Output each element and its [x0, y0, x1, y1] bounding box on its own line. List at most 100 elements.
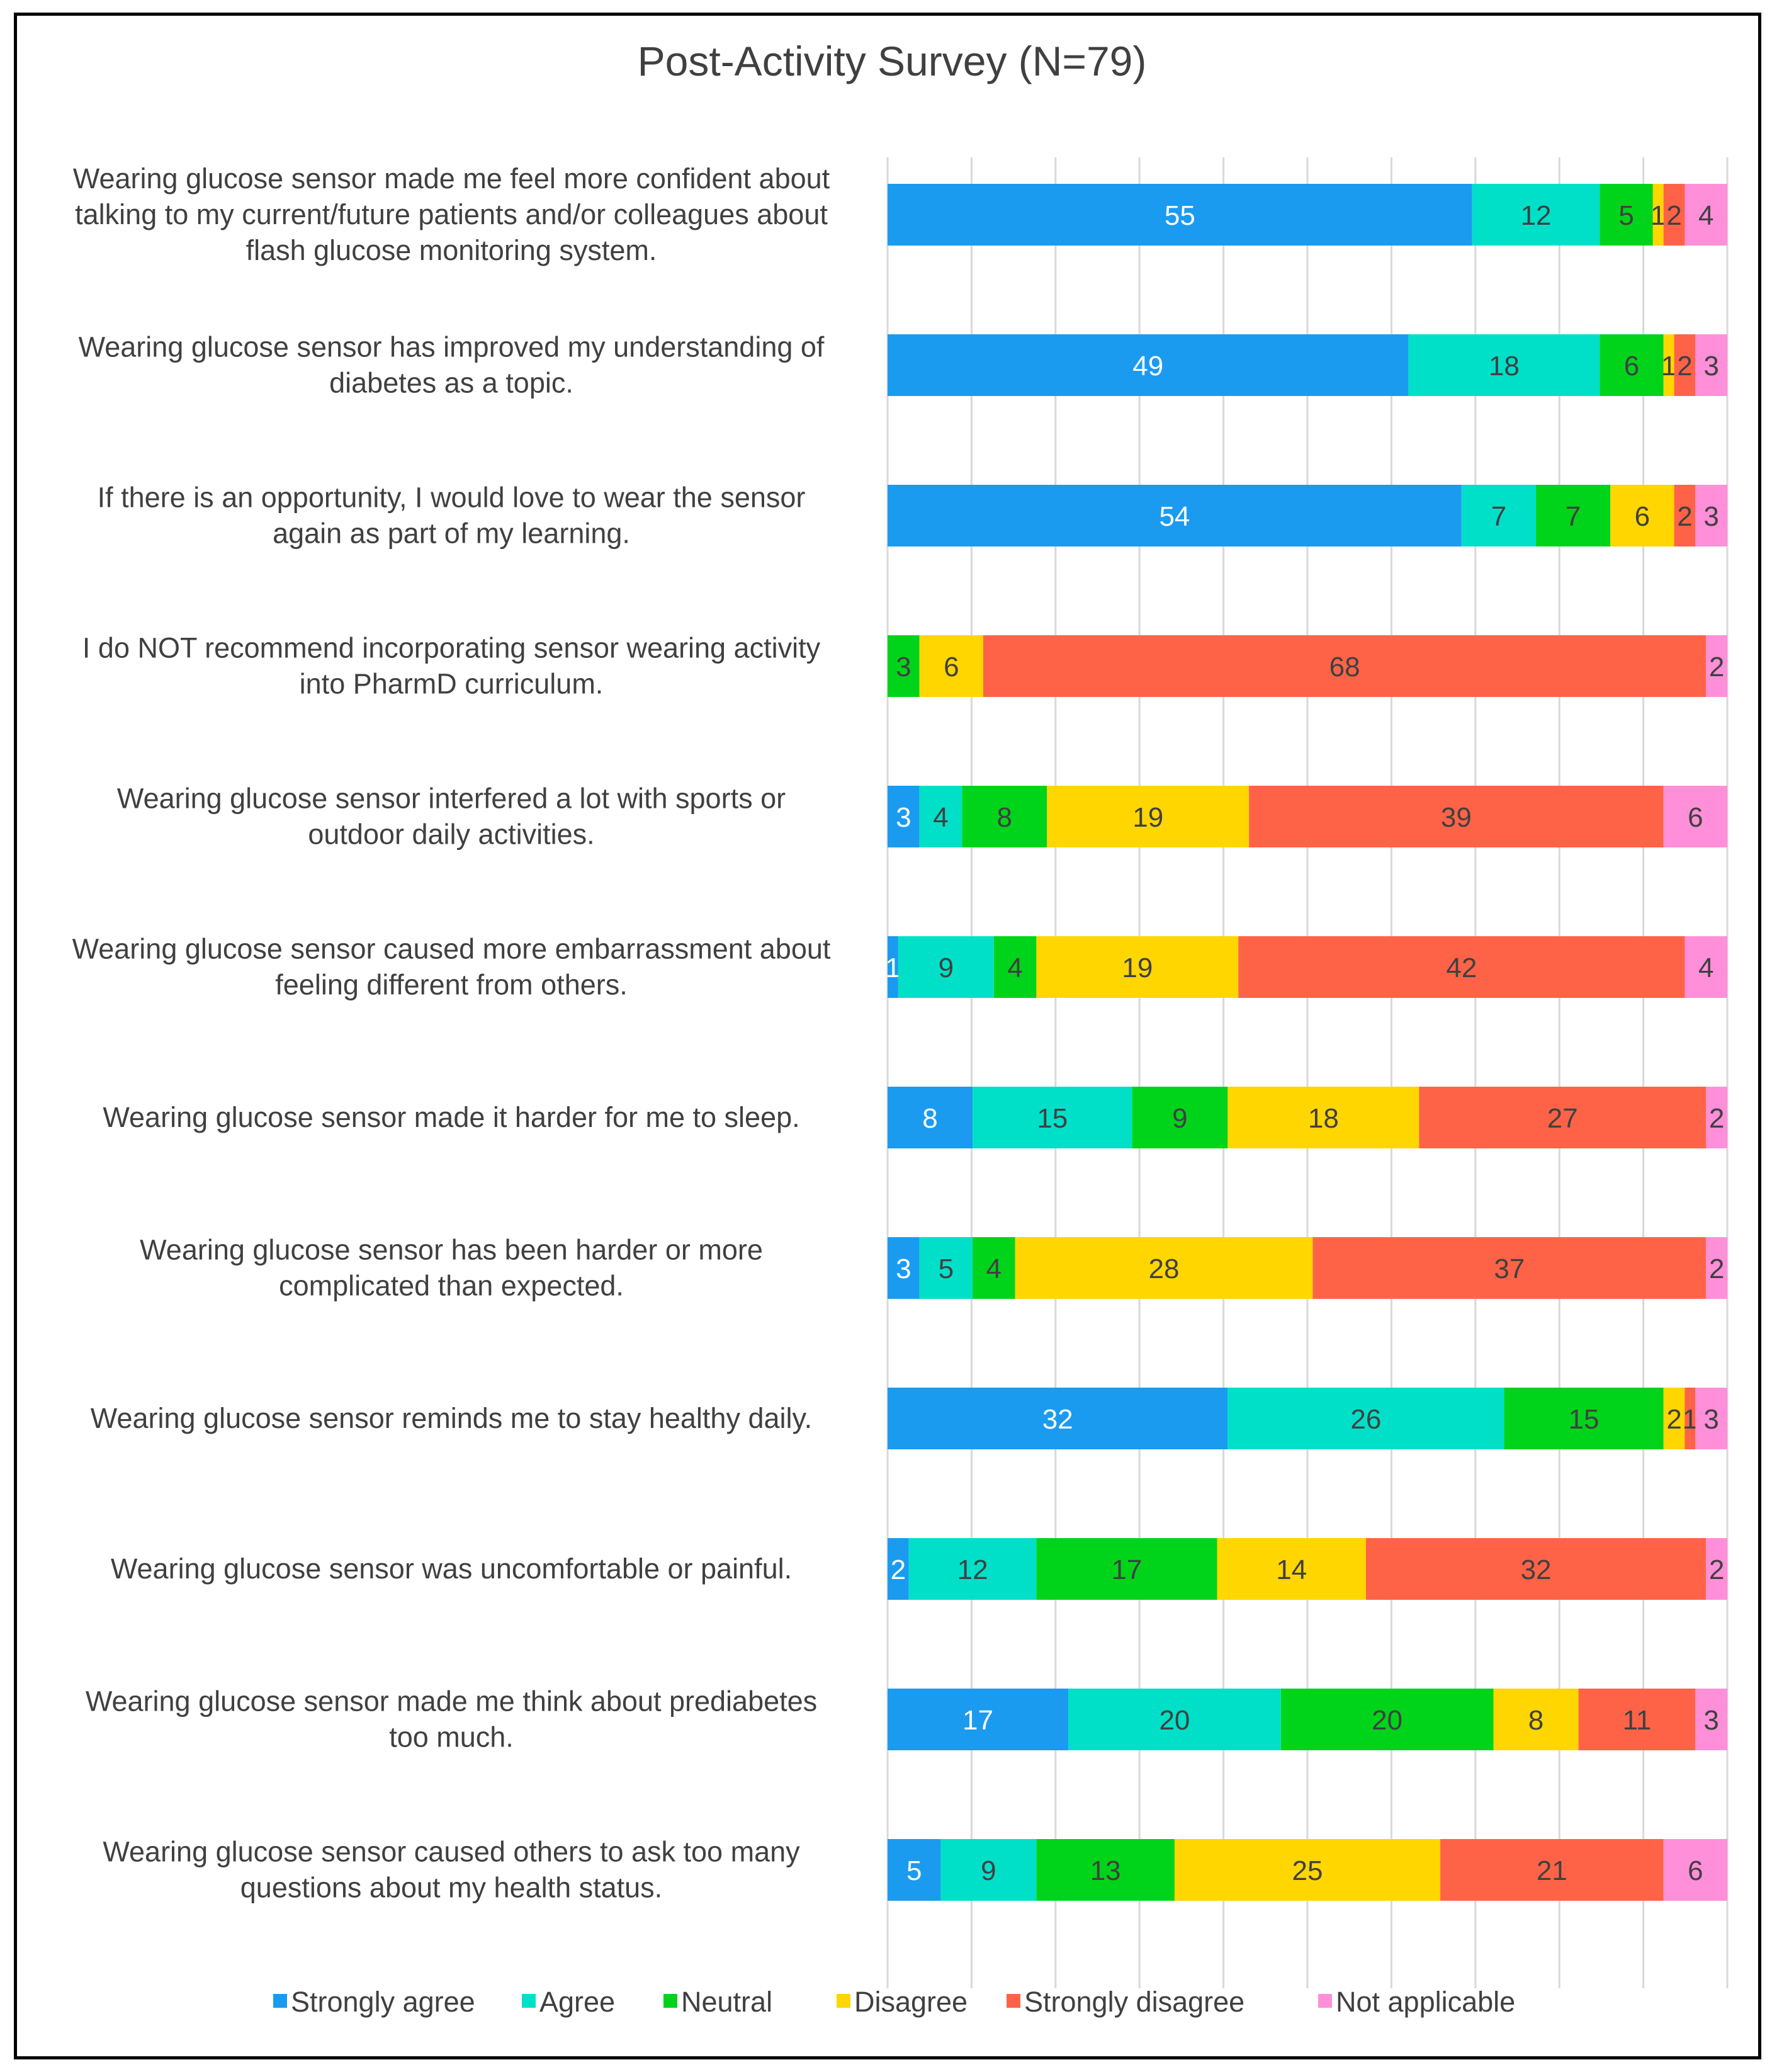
bar-segment: [1663, 184, 1685, 246]
bar-segment: [1706, 635, 1727, 697]
category-label-line: Wearing glucose sensor has been harder o…: [140, 1234, 763, 1266]
data-label: 39: [1441, 802, 1472, 833]
bar-segment: [1493, 1689, 1579, 1750]
category-label: Wearing glucose sensor has been harder o…: [140, 1234, 763, 1302]
data-label: 17: [962, 1705, 993, 1736]
data-label: 6: [1624, 351, 1639, 382]
bar-row: 3 6 68 2: [888, 635, 1727, 697]
data-label: 17: [1111, 1554, 1142, 1585]
data-label: 5: [906, 1855, 922, 1886]
bars: 55 12 5 1 2 449 18 6 1 2 354 7 7 6 2 33 6 68 23 4 8 19 39 61 9 4 1…: [885, 184, 1727, 1901]
data-label: 54: [1159, 501, 1190, 532]
bar-segment: [1706, 1087, 1727, 1148]
bar-segment: [888, 1839, 941, 1901]
category-label-line: again as part of my learning.: [273, 518, 630, 550]
bar-segment: [1249, 786, 1664, 847]
category-label-line: Wearing glucose sensor reminds me to sta…: [91, 1402, 812, 1434]
bar-segment: [888, 1237, 920, 1299]
chart-title: Post-Activity Survey (N=79): [638, 38, 1147, 84]
bar-segment: [1227, 1087, 1419, 1148]
legend-swatch: [273, 1994, 287, 2008]
category-label-line: Wearing glucose sensor made me think abo…: [86, 1685, 817, 1718]
data-label: 28: [1149, 1254, 1180, 1284]
data-label: 2: [1677, 351, 1692, 382]
data-label: 18: [1308, 1103, 1339, 1134]
bar-segment: [1663, 786, 1727, 847]
legend-label: Strongly disagree: [1024, 1986, 1244, 2018]
data-label: 49: [1132, 351, 1163, 382]
data-label: 7: [1491, 501, 1506, 532]
bar-segment: [1674, 334, 1696, 396]
data-label: 6: [1688, 1855, 1703, 1886]
category-label: Wearing glucose sensor was uncomfortable…: [111, 1553, 792, 1585]
legend-swatch: [522, 1994, 536, 2008]
bar-segment: [1419, 1087, 1707, 1148]
category-label-line: too much.: [389, 1721, 514, 1753]
bar-segment: [1174, 1839, 1441, 1901]
data-label: 1: [1651, 200, 1666, 231]
bar-segment: [1132, 1087, 1228, 1148]
data-label: 15: [1037, 1103, 1068, 1134]
bar-segment: [1674, 485, 1696, 546]
bar-segment: [973, 1237, 1015, 1299]
legend-item: Neutral: [663, 1986, 772, 2018]
bar-segment: [1217, 1538, 1366, 1600]
data-label: 19: [1132, 802, 1163, 833]
data-label: 19: [1122, 953, 1153, 983]
data-label: 3: [896, 1254, 911, 1284]
data-label: 2: [1709, 1103, 1724, 1134]
data-label: 26: [1350, 1404, 1381, 1435]
category-label-line: Wearing glucose sensor made me feel more…: [73, 162, 830, 195]
category-label-line: Wearing glucose sensor has improved my u…: [79, 331, 825, 363]
category-label-line: into PharmD curriculum.: [300, 668, 604, 700]
bar-segment: [919, 635, 983, 697]
bar-segment: [1663, 1388, 1685, 1449]
category-label-line: I do NOT recommend incorporating sensor …: [82, 632, 821, 664]
legend-swatch: [663, 1994, 677, 2008]
legend-item: Disagree: [837, 1986, 968, 2018]
legend-swatch: [1007, 1994, 1020, 2008]
data-label: 2: [1709, 1254, 1724, 1284]
data-label: 2: [1709, 1554, 1724, 1585]
legend-label: Agree: [539, 1986, 615, 2018]
data-label: 2: [1666, 200, 1681, 231]
data-label: 8: [997, 802, 1012, 833]
legend-label: Neutral: [681, 1986, 772, 2018]
bar-segment: [888, 485, 1462, 546]
data-label: 15: [1569, 1404, 1600, 1435]
bar-segment: [888, 936, 898, 998]
data-label: 68: [1329, 652, 1360, 682]
data-label: 12: [1521, 200, 1552, 231]
bar-segment: [983, 635, 1707, 697]
legend-item: Agree: [522, 1986, 615, 2018]
category-label: Wearing glucose sensor made it harder fo…: [103, 1101, 799, 1133]
bar-segment: [1047, 786, 1250, 847]
bar-segment: [888, 635, 920, 697]
legend-swatch: [837, 1994, 850, 2008]
bar-row: 8 15 9 18 27 2: [888, 1087, 1727, 1148]
category-label-line: flash glucose monitoring system.: [246, 234, 657, 266]
bar-row: 3 4 8 19 39 6: [888, 786, 1727, 847]
data-label: 9: [981, 1855, 996, 1886]
category-label: Wearing glucose sensor made me think abo…: [86, 1685, 817, 1753]
data-label: 42: [1446, 953, 1477, 983]
bar-segment: [940, 1839, 1037, 1901]
category-label: Wearing glucose sensor reminds me to sta…: [91, 1402, 812, 1434]
bar-segment: [919, 786, 962, 847]
category-label-line: Wearing glucose sensor was uncomfortable…: [111, 1553, 792, 1585]
data-label: 6: [1688, 802, 1703, 833]
bar-segment: [1365, 1538, 1707, 1600]
data-label: 55: [1165, 200, 1195, 231]
bar-segment: [1461, 485, 1537, 546]
bar-segment: [1036, 1839, 1175, 1901]
bar-segment: [1312, 1237, 1707, 1299]
data-label: 2: [891, 1554, 906, 1585]
bar-segment: [1685, 936, 1727, 998]
category-label-line: complicated than expected.: [279, 1270, 624, 1302]
data-label: 2: [1709, 652, 1724, 682]
legend-label: Not applicable: [1336, 1986, 1515, 2018]
bar-segment: [1015, 1237, 1313, 1299]
bar-segment: [1695, 334, 1727, 396]
category-label: I do NOT recommend incorporating sensor …: [82, 632, 821, 700]
bar-segment: [888, 1087, 973, 1148]
